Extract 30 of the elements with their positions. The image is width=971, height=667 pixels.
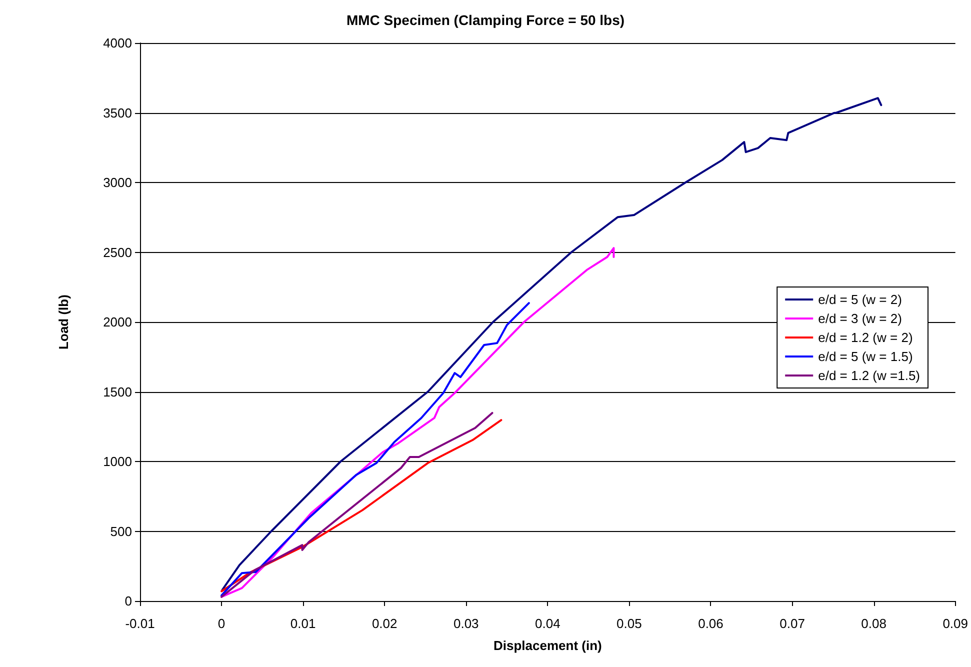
y-tick-label: 0 [124,594,132,608]
x-tick-label: 0.08 [861,616,886,631]
line-series [220,302,530,596]
y-tick-label: 1500 [103,384,132,400]
x-tick-label: 0.05 [616,616,642,631]
x-tick-label: 0.06 [698,616,724,631]
x-tick-label: 0.09 [942,616,968,631]
y-tick-label: 3500 [103,105,132,120]
legend-label: e/d = 1.2 (w = 2) [818,330,913,345]
x-tick-label: 0.04 [535,616,560,631]
x-tick-label: -0.01 [125,616,155,631]
x-tick-label: 0.07 [780,616,805,631]
legend-label: e/d = 1.2 (w =1.5) [818,368,920,383]
y-tick-label: 1000 [103,454,132,469]
legend-label: e/d = 5 (w = 2) [818,292,902,307]
y-tick-label: 2500 [103,244,132,260]
chart-title: MMC Specimen (Clamping Force = 50 lbs) [346,12,625,28]
legend-label: e/d = 5 (w = 1.5) [818,349,913,364]
x-tick-label: 0.01 [290,616,316,631]
y-axis-title: Load (lb) [56,294,71,350]
x-tick-label: 0 [218,616,226,631]
legend-label: e/d = 3 (w = 2) [818,311,902,326]
line-series [220,247,615,598]
x-tick-label: 0.02 [372,616,398,631]
y-tick-label: 3000 [103,175,132,190]
y-tick-label: 4000 [103,36,132,50]
x-tick-label: 0.03 [453,616,479,631]
y-tick-label: 2000 [103,314,132,330]
x-axis-title: Displacement (in) [493,638,602,653]
y-tick-label: 500 [110,524,132,539]
